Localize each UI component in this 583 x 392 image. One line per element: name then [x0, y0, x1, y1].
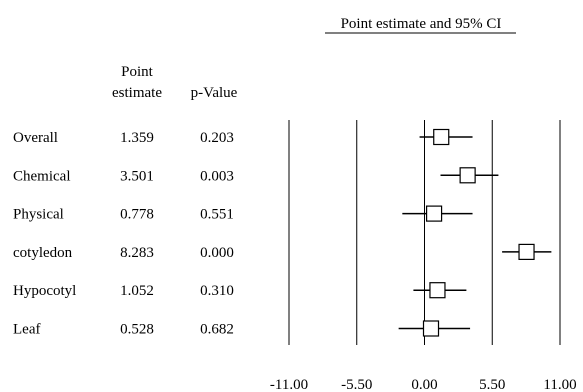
x-tick-label: -11.00 — [270, 377, 308, 392]
row-label: Overall — [13, 130, 58, 146]
estimate-column: 1.359 3.501 0.778 8.283 1.052 0.528 — [120, 130, 154, 338]
point-estimate — [422, 320, 440, 337]
row-estimate: 1.052 — [120, 283, 154, 299]
row-estimate: 1.359 — [120, 130, 154, 146]
x-tick-label: 5.50 — [479, 377, 505, 392]
x-tick-label: 0.00 — [411, 377, 437, 392]
ci-marks — [398, 128, 552, 337]
point-estimate — [459, 167, 476, 184]
row-pvalue: 0.682 — [200, 322, 234, 338]
row-pvalue: 0.203 — [200, 130, 234, 146]
point-estimate — [433, 128, 450, 146]
row-label: cotyledon — [13, 245, 73, 261]
row-label: Chemical — [13, 168, 70, 184]
row-pvalue: 0.000 — [200, 245, 234, 261]
point-estimate — [429, 282, 446, 299]
row-estimate: 8.283 — [120, 245, 154, 261]
row-estimate: 0.528 — [120, 322, 154, 338]
pvalue-column: 0.203 0.003 0.551 0.000 0.310 0.682 — [200, 130, 234, 338]
point-estimate — [518, 243, 535, 260]
row-estimate: 0.778 — [120, 207, 154, 223]
row-label: Hypocotyl — [13, 283, 76, 299]
chart-title: Point estimate and 95% CI — [341, 16, 502, 32]
row-estimate: 3.501 — [120, 168, 154, 184]
estimate-header-line2: estimate — [112, 85, 162, 101]
estimate-header-line1: Point — [121, 64, 154, 80]
x-tick-label: 11.00 — [543, 377, 576, 392]
row-pvalue: 0.310 — [200, 283, 234, 299]
pvalue-header: p-Value — [191, 85, 238, 101]
x-tick-labels: -11.00 -5.50 0.00 5.50 11.00 — [270, 377, 577, 392]
row-label: Leaf — [13, 322, 40, 338]
column-headers: Point estimate p-Value — [112, 64, 238, 101]
row-label: Physical — [13, 207, 64, 223]
gridlines — [288, 120, 561, 345]
row-pvalue: 0.003 — [200, 168, 234, 184]
x-tick-label: -5.50 — [341, 377, 372, 392]
title-group: Point estimate and 95% CI — [325, 16, 516, 34]
row-pvalue: 0.551 — [200, 207, 234, 223]
point-estimate — [425, 205, 443, 222]
row-labels: Overall Chemical Physical cotyledon Hypocoty… — [13, 130, 76, 338]
